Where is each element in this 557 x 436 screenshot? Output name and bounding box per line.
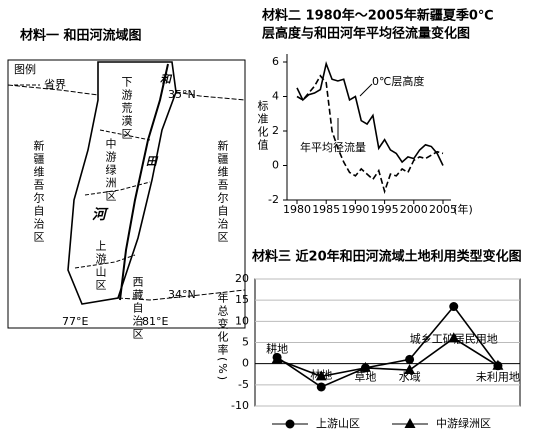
series-line — [296, 60, 444, 166]
chart-title: 材料二 1980年～2005年新疆夏季0℃ — [262, 8, 494, 24]
series-label: 0℃层高度 — [372, 74, 424, 88]
point — [316, 382, 326, 392]
point — [315, 370, 327, 381]
point — [359, 361, 371, 372]
lon-label: 81°E — [142, 315, 168, 328]
lat-label: 35°N — [168, 88, 196, 101]
map-title: 材料一 和田河流域图 — [20, 28, 142, 44]
y-tick-label: 20 — [235, 272, 249, 285]
x-tick-label: 1995 — [371, 203, 399, 216]
legend-label: 中游绿洲区 — [436, 416, 491, 430]
map: 材料一 和田河流域图 图例 省界 和 田 河 下游荒漠区 中游绿洲区 上游山区 … — [7, 28, 246, 341]
y-tick-label: 10 — [235, 314, 249, 327]
x-tick-label: 1980 — [283, 203, 311, 216]
region-label: 新疆维吾尔自治区 — [32, 139, 45, 244]
zone-label: 下游荒漠区 — [120, 76, 133, 141]
category-label: 耕地 — [266, 342, 288, 356]
zone-label: 上游山区 — [94, 240, 107, 292]
y-tick-label: 4 — [272, 90, 279, 103]
category-label: 草地 — [354, 371, 376, 384]
legend-item: 省界 — [44, 78, 66, 91]
y-tick-label: 15 — [235, 293, 249, 306]
y-tick-label: 5 — [242, 336, 249, 349]
y-tick-label: 0 — [272, 159, 279, 172]
point — [405, 354, 415, 364]
region-label: 新疆维吾尔自治区 — [216, 139, 229, 244]
lat-label: 34°N — [168, 288, 196, 301]
x-tick-label: 2005 — [429, 203, 457, 216]
river-label: 田 — [146, 155, 159, 168]
point — [492, 359, 504, 370]
series-line — [276, 305, 499, 388]
series-line — [296, 74, 444, 195]
x-unit: (年) — [453, 202, 473, 216]
river-label: 河 — [92, 207, 109, 223]
map-frame — [7, 59, 246, 329]
region-label: 西藏自治区 — [131, 276, 144, 341]
x-tick-label: 1990 — [341, 203, 369, 216]
pointer — [359, 83, 373, 97]
y-axis-label: 年总变化率(%) — [216, 291, 229, 382]
lon-label: 77°E — [62, 315, 88, 328]
river-label: 和 — [160, 73, 173, 86]
point — [448, 332, 460, 343]
point — [271, 353, 283, 364]
chart-title: 材料三 近20年和田河流域土地利用类型变化图 — [252, 249, 522, 265]
point — [449, 302, 459, 312]
series-label: 年平均径流量 — [300, 140, 366, 154]
category-label: 未利用地 — [476, 371, 520, 384]
legend-title: 图例 — [14, 62, 36, 76]
y-axis-label: 标准化值 — [256, 99, 269, 152]
zone-border — [74, 129, 151, 269]
series-line — [276, 337, 499, 378]
y-tick-label: 6 — [272, 55, 279, 68]
x-tick-label: 1985 — [312, 203, 340, 216]
x-tick-label: 2000 — [400, 203, 428, 216]
point — [404, 364, 416, 375]
legend-marker — [285, 419, 295, 429]
province-border — [7, 84, 246, 301]
chart-title: 层高度与和田河年平均径流量变化图 — [262, 26, 470, 42]
legend-marker — [404, 418, 416, 428]
category-label: 水域 — [399, 371, 421, 384]
zone-label: 中游绿洲区 — [104, 138, 117, 203]
y-tick-label: -10 — [231, 399, 249, 412]
y-tick-label: -2 — [268, 193, 279, 206]
y-tick-label: -5 — [238, 378, 249, 391]
y-tick-label: 2 — [272, 124, 279, 137]
legend-label: 上游山区 — [316, 417, 360, 430]
y-tick-label: 0 — [242, 357, 249, 370]
